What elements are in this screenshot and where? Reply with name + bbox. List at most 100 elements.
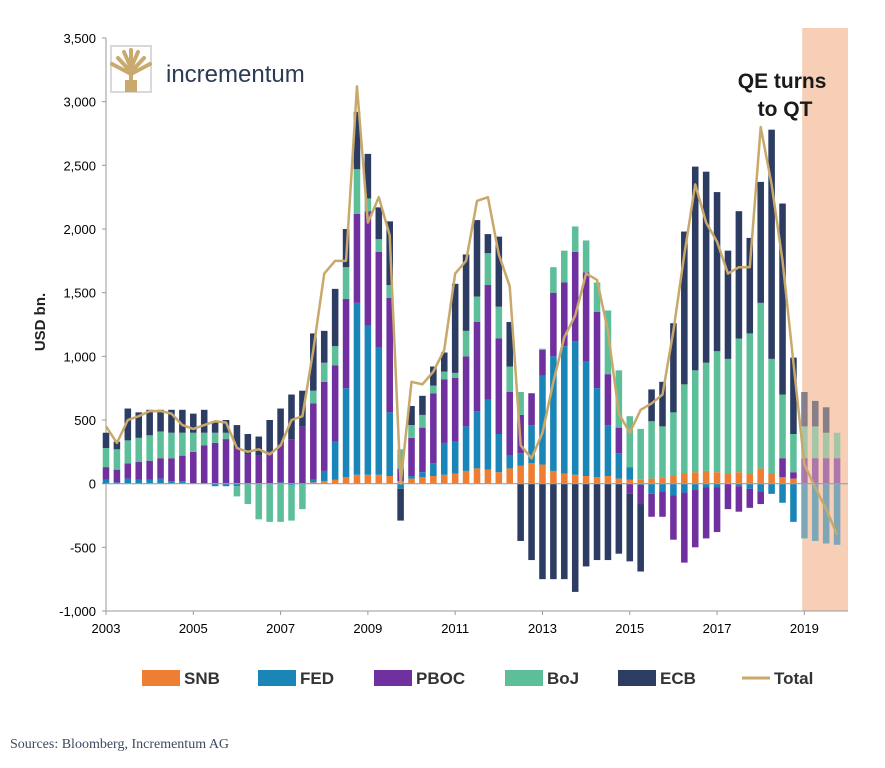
bar-fed bbox=[604, 425, 612, 477]
y-axis-label: USD bn. bbox=[32, 293, 49, 351]
bar-ecb bbox=[440, 352, 448, 372]
x-tick-label: 2003 bbox=[92, 621, 121, 636]
bar-boj bbox=[648, 421, 655, 479]
bar-boj bbox=[288, 484, 295, 521]
bar-fed bbox=[495, 434, 503, 473]
bar-snb bbox=[561, 473, 568, 484]
legend-swatch-boj bbox=[505, 670, 543, 686]
bar-boj bbox=[440, 371, 448, 380]
bar-snb bbox=[550, 470, 557, 484]
bar-boj bbox=[550, 267, 557, 293]
bar-fed bbox=[408, 476, 415, 479]
bar-ecb bbox=[397, 488, 404, 521]
bar-fed bbox=[670, 483, 677, 496]
bar-fed bbox=[484, 399, 492, 470]
bar-boj bbox=[484, 253, 492, 286]
bar-boj bbox=[757, 302, 764, 469]
bar-snb bbox=[484, 469, 492, 484]
bar-pboc bbox=[473, 321, 481, 412]
bar-pboc bbox=[528, 393, 535, 426]
bar-snb bbox=[386, 476, 393, 484]
bar-pboc bbox=[419, 427, 426, 473]
bar-ecb bbox=[495, 236, 503, 307]
bar-boj bbox=[168, 432, 175, 459]
bar-ecb bbox=[157, 409, 164, 432]
bar-pboc bbox=[200, 445, 208, 484]
bar-boj bbox=[266, 483, 273, 522]
bar-snb bbox=[691, 472, 699, 484]
legend: SNB FED PBOC BoJ ECB Total bbox=[142, 669, 813, 688]
bar-snb bbox=[419, 477, 426, 484]
bar-fed bbox=[561, 346, 568, 474]
bar-fed bbox=[550, 356, 557, 471]
bar-pboc bbox=[561, 282, 568, 347]
bar-pboc bbox=[681, 492, 688, 563]
bar-fed bbox=[659, 483, 666, 492]
bar-boj bbox=[724, 358, 732, 474]
bar-snb bbox=[506, 468, 514, 484]
bar-pboc bbox=[484, 285, 492, 400]
bar-pboc bbox=[375, 251, 383, 348]
x-tick-label: 2019 bbox=[790, 621, 819, 636]
bar-pboc bbox=[495, 338, 503, 435]
bar-ecb bbox=[310, 333, 317, 391]
bar-pboc bbox=[266, 451, 273, 484]
bar-ecb bbox=[713, 192, 721, 352]
bar-pboc bbox=[582, 272, 590, 362]
x-tick-label: 2013 bbox=[528, 621, 557, 636]
bar-ecb bbox=[691, 166, 699, 371]
bar-snb bbox=[746, 473, 754, 484]
bar-pboc bbox=[626, 483, 634, 494]
bar-fed bbox=[746, 483, 754, 489]
bar-fed bbox=[113, 482, 121, 484]
x-tick-label: 2007 bbox=[266, 621, 295, 636]
bar-boj bbox=[571, 226, 579, 252]
bar-fed bbox=[473, 411, 481, 469]
bar-boj bbox=[713, 351, 721, 473]
bar-fed bbox=[211, 483, 219, 487]
legend-swatch-ecb bbox=[618, 670, 656, 686]
bar-snb bbox=[582, 476, 590, 484]
bar-ecb bbox=[746, 237, 754, 334]
bar-boj bbox=[790, 434, 797, 473]
bar-fed bbox=[222, 483, 230, 487]
bar-ecb bbox=[288, 394, 295, 440]
bar-snb bbox=[615, 478, 623, 484]
bar-boj bbox=[364, 198, 372, 212]
bar-ecb bbox=[331, 288, 339, 347]
bar-snb bbox=[593, 477, 601, 484]
bar-pboc bbox=[833, 458, 841, 484]
bar-pboc bbox=[233, 448, 241, 484]
bar-snb bbox=[473, 468, 481, 484]
bar-snb bbox=[681, 473, 688, 484]
bar-ecb bbox=[670, 323, 677, 413]
bar-boj bbox=[135, 437, 143, 463]
y-tick-label: 3,500 bbox=[63, 31, 96, 46]
bar-boj bbox=[702, 362, 710, 471]
bar-pboc bbox=[637, 484, 644, 505]
bar-fed bbox=[637, 483, 644, 485]
bar-pboc bbox=[550, 292, 557, 357]
y-tick-label: 2,500 bbox=[63, 158, 96, 173]
bar-ecb bbox=[539, 483, 546, 580]
bar-snb bbox=[713, 472, 721, 484]
bar-boj bbox=[801, 426, 808, 459]
y-tick-label: 2,000 bbox=[63, 222, 96, 237]
bar-boj bbox=[779, 394, 786, 459]
x-tick-label: 2011 bbox=[441, 621, 469, 636]
axes bbox=[102, 37, 848, 615]
bar-pboc bbox=[320, 381, 328, 471]
bar-pboc bbox=[659, 491, 666, 517]
bar-ecb bbox=[801, 391, 808, 427]
bar-ecb bbox=[615, 483, 623, 554]
bar-ecb bbox=[506, 321, 514, 367]
bar-boj bbox=[299, 483, 306, 510]
bar-snb bbox=[408, 478, 415, 484]
bar-ecb bbox=[593, 483, 601, 561]
x-tick-label: 2015 bbox=[615, 621, 644, 636]
source-note: Sources: Bloomberg, Incrementum AG bbox=[10, 737, 230, 752]
bar-fed bbox=[713, 483, 721, 488]
bars bbox=[102, 111, 841, 592]
bar-pboc bbox=[135, 462, 143, 480]
bar-pboc bbox=[604, 374, 612, 426]
